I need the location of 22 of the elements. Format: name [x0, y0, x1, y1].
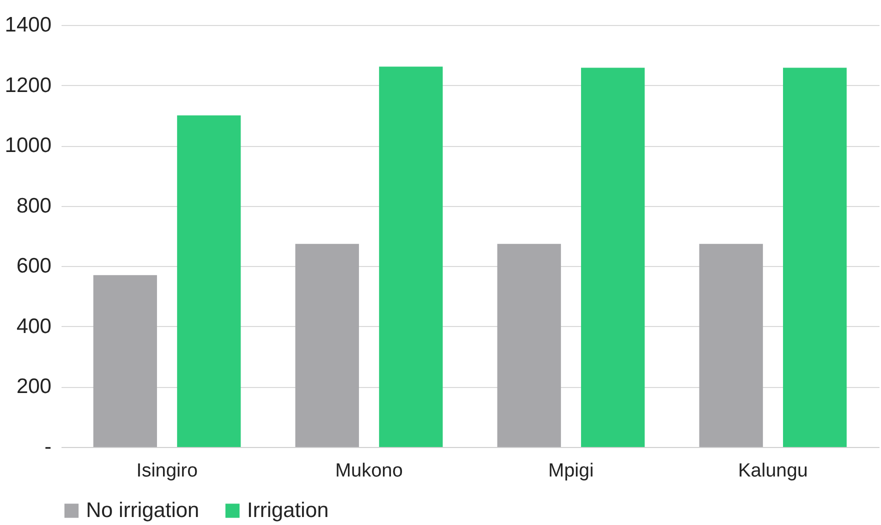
y-tick-label: 1000 — [4, 134, 52, 158]
bar — [581, 68, 645, 447]
y-tick-label: 600 — [16, 254, 52, 278]
x-tick-label: Mukono — [335, 460, 403, 482]
y-tick-label: 1400 — [4, 14, 52, 36]
bar — [177, 115, 241, 447]
y-tick-label: 800 — [16, 194, 52, 218]
legend-label: No irrigation — [86, 498, 200, 522]
bar — [699, 244, 763, 447]
x-tick-label: Mpigi — [548, 460, 594, 482]
bar — [379, 66, 443, 447]
y-tick-label: 200 — [16, 375, 52, 398]
x-tick-label: Isingiro — [136, 460, 198, 482]
y-tick-label: 1200 — [4, 74, 52, 97]
bar — [783, 68, 847, 447]
x-tick-label: Kalungu — [738, 460, 808, 482]
legend-label: Irrigation — [247, 498, 329, 522]
y-tick-label: 400 — [16, 314, 52, 338]
y-tick-label: - — [44, 436, 52, 458]
bar — [93, 275, 157, 447]
bar — [497, 244, 561, 447]
bar — [295, 244, 359, 447]
